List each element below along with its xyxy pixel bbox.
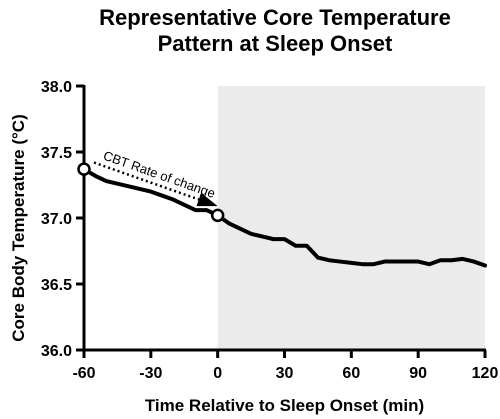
x-tick-label: 30 xyxy=(276,365,294,382)
chart-title-line-1: Representative Core Temperature xyxy=(99,5,451,30)
x-tick-label: -60 xyxy=(72,365,95,382)
chart-title-line-2: Pattern at Sleep Onset xyxy=(158,31,393,56)
open-circle-marker xyxy=(77,162,91,176)
x-tick-label: 0 xyxy=(213,365,222,382)
x-axis-ticks: -60 -30 0 30 60 90 120 xyxy=(72,350,498,382)
open-circle-marker xyxy=(210,208,225,223)
marker-group xyxy=(77,162,225,223)
x-tick-label: -30 xyxy=(139,365,162,382)
x-tick-label: 60 xyxy=(342,365,360,382)
y-tick-label: 36.0 xyxy=(41,343,72,360)
x-tick-label: 90 xyxy=(409,365,427,382)
rate-of-change-arrowhead xyxy=(196,192,218,207)
y-axis-ticks: 36.0 36.5 37.0 37.5 38.0 xyxy=(41,79,84,360)
y-tick-label: 36.5 xyxy=(41,277,72,294)
y-tick-label: 37.5 xyxy=(41,145,72,162)
y-axis-label: Core Body Temperature (°C) xyxy=(9,114,28,342)
rate-of-change-arrow xyxy=(93,161,200,201)
chart-title: Representative Core Temperature Pattern … xyxy=(99,5,451,56)
x-axis-label: Time Relative to Sleep Onset (min) xyxy=(145,396,424,415)
y-tick-label: 38.0 xyxy=(41,79,72,96)
y-tick-label: 37.0 xyxy=(41,211,72,228)
core-temperature-line xyxy=(82,167,487,268)
x-tick-label: 120 xyxy=(472,365,499,382)
post-sleep-onset-shaded-region xyxy=(217,86,485,350)
cbt-rate-annotation: CBT Rate of change xyxy=(93,148,218,207)
